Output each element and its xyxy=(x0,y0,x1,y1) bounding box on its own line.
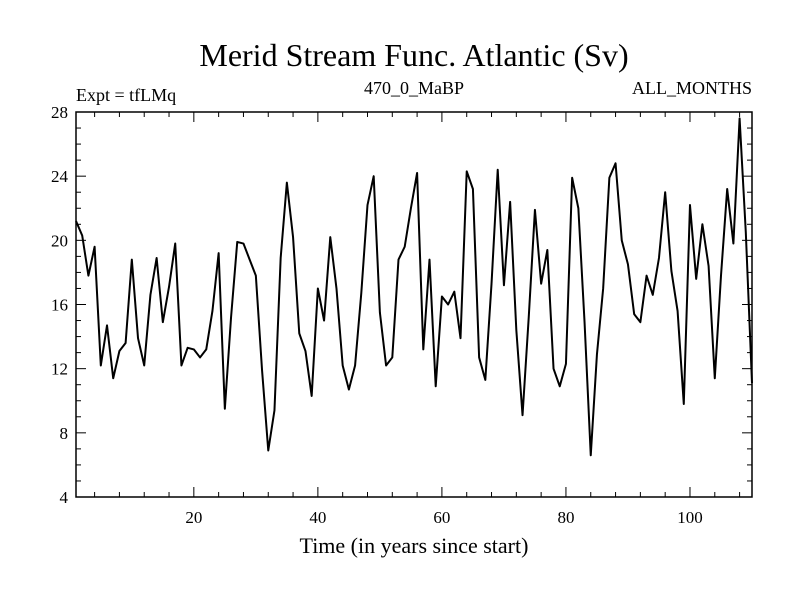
y-tick-label: 8 xyxy=(60,424,69,443)
y-tick-label: 12 xyxy=(51,360,68,379)
y-tick-label: 4 xyxy=(60,488,69,507)
plot-frame xyxy=(75,111,753,498)
y-tick-label: 20 xyxy=(51,231,68,250)
series-line xyxy=(75,117,753,457)
x-tick-label: 100 xyxy=(677,508,703,527)
x-axis-label: Time (in years since start) xyxy=(300,533,529,558)
series-layer xyxy=(75,117,753,457)
y-tick-label: 24 xyxy=(51,167,69,186)
chart-title: Merid Stream Func. Atlantic (Sv) xyxy=(199,37,628,73)
subtitle-run: 470_0_MaBP xyxy=(364,78,464,98)
x-tick-label: 20 xyxy=(185,508,202,527)
y-tick-label: 16 xyxy=(51,296,68,315)
axes: 4 8 12 16 20 24 28 20 40 60 80 100 xyxy=(51,103,752,527)
x-tick-label: 80 xyxy=(557,508,574,527)
subtitle-period: ALL_MONTHS xyxy=(632,78,752,98)
x-tick-label: 40 xyxy=(309,508,326,527)
x-tick-label: 60 xyxy=(433,508,450,527)
subtitle-experiment: Expt = tfLMq xyxy=(76,85,176,105)
y-tick-label: 28 xyxy=(51,103,68,122)
